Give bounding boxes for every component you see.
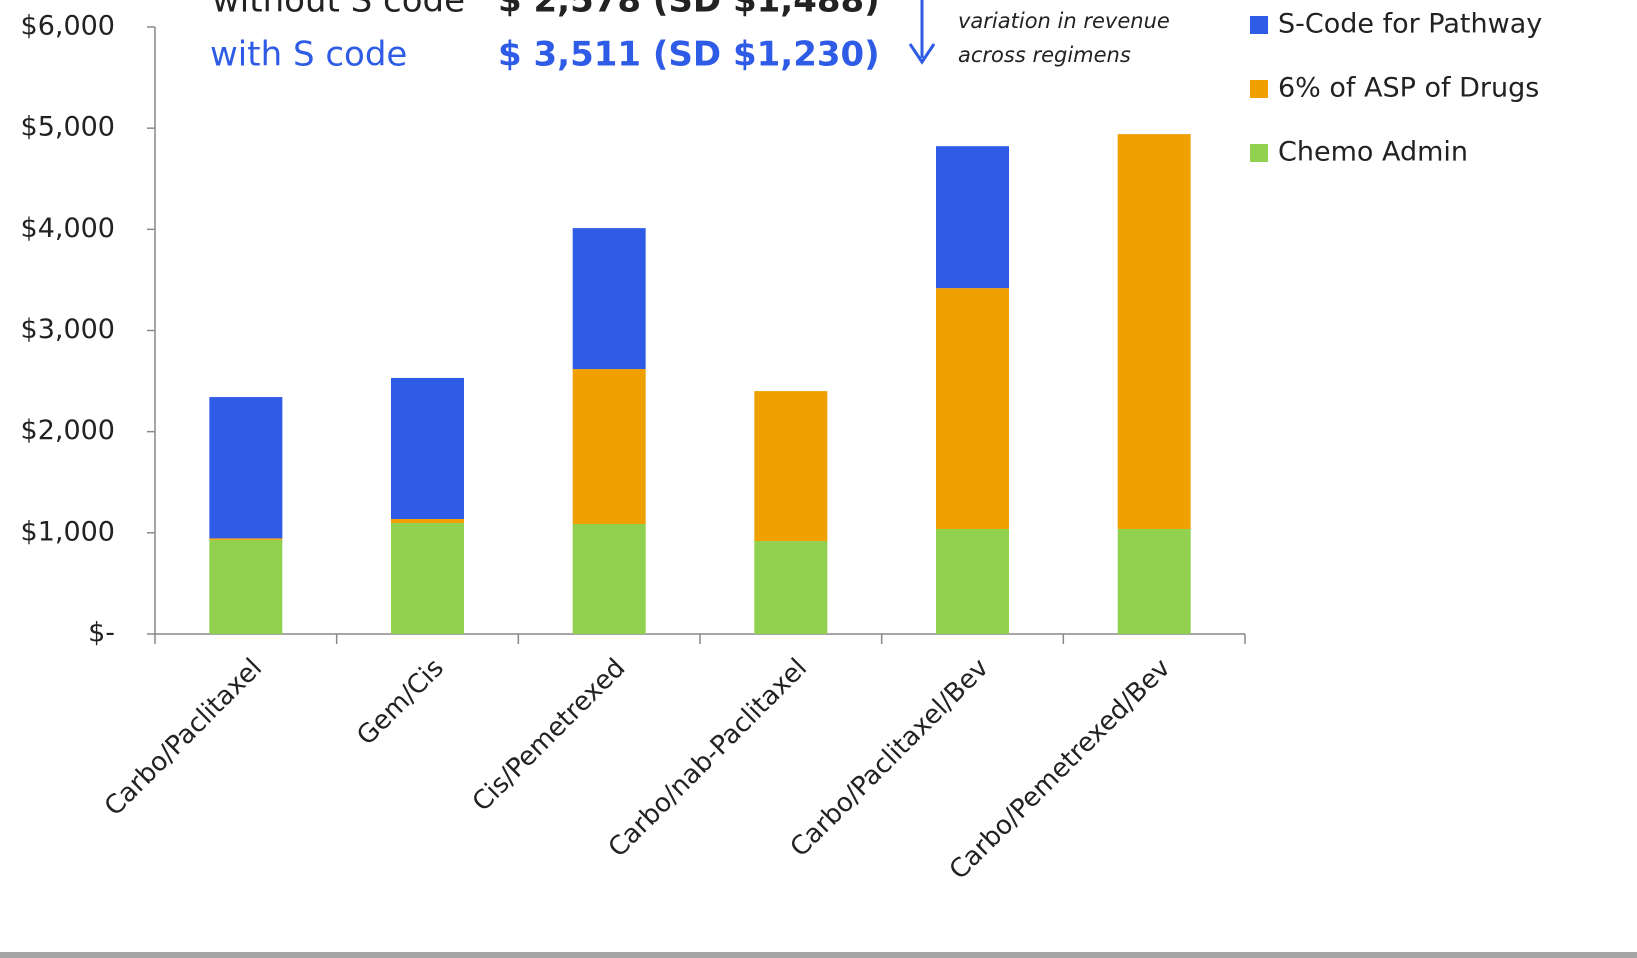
annotation: with S code — [210, 35, 407, 75]
bar-segment — [391, 518, 464, 524]
y-tick-label: $2,000 — [21, 415, 115, 446]
y-tick-label: $4,000 — [21, 213, 115, 244]
y-tick-label: $1,000 — [21, 516, 115, 547]
x-tick-label: Carbo/Paclitaxel/Bev — [785, 653, 995, 863]
annotation: variation in revenue — [958, 9, 1170, 33]
legend-swatch — [1250, 80, 1268, 98]
bar-segment — [936, 146, 1009, 289]
bottom-border — [0, 952, 1637, 958]
bar-segment — [936, 528, 1009, 634]
x-tick-label: Gem/Cis — [351, 653, 449, 751]
y-tick-label: $3,000 — [21, 314, 115, 345]
x-tick-label: Carbo/nab-Paclitaxel — [603, 653, 813, 863]
bar-segment — [1117, 134, 1191, 529]
legend-label: S-Code for Pathway — [1278, 9, 1542, 40]
y-tick-label: $6,000 — [21, 11, 115, 42]
annotation: $ 3,511 (SD $1,230) — [498, 35, 880, 75]
legend-swatch — [1250, 16, 1268, 34]
x-tick-label: Cis/Pemetrexed — [467, 653, 632, 818]
bar-segment — [1117, 528, 1191, 634]
annotation: across regimens — [958, 43, 1131, 67]
annotation: $ 2,578 (SD $1,488) — [498, 0, 880, 21]
bar-segment — [754, 541, 828, 634]
bar-segment — [754, 391, 828, 542]
bar-segment — [572, 228, 646, 370]
y-tick-label: $5,000 — [21, 112, 115, 143]
bar-segment — [391, 377, 464, 519]
bar-segment — [209, 538, 283, 540]
x-tick-label: Carbo/Paclitaxel — [99, 653, 268, 822]
annotation: without S code — [212, 0, 465, 21]
legend-label: Chemo Admin — [1278, 137, 1468, 168]
bar-segment — [209, 539, 283, 634]
bar-segment — [572, 369, 646, 525]
legend-swatch — [1250, 144, 1268, 162]
bar-segment — [391, 523, 464, 634]
bar-segment — [936, 288, 1009, 529]
bar-segment — [572, 524, 646, 634]
legend-label: 6% of ASP of Drugs — [1278, 73, 1539, 104]
arrow-head — [908, 43, 936, 65]
bar-segment — [209, 397, 283, 539]
y-tick-label: $- — [88, 618, 115, 649]
